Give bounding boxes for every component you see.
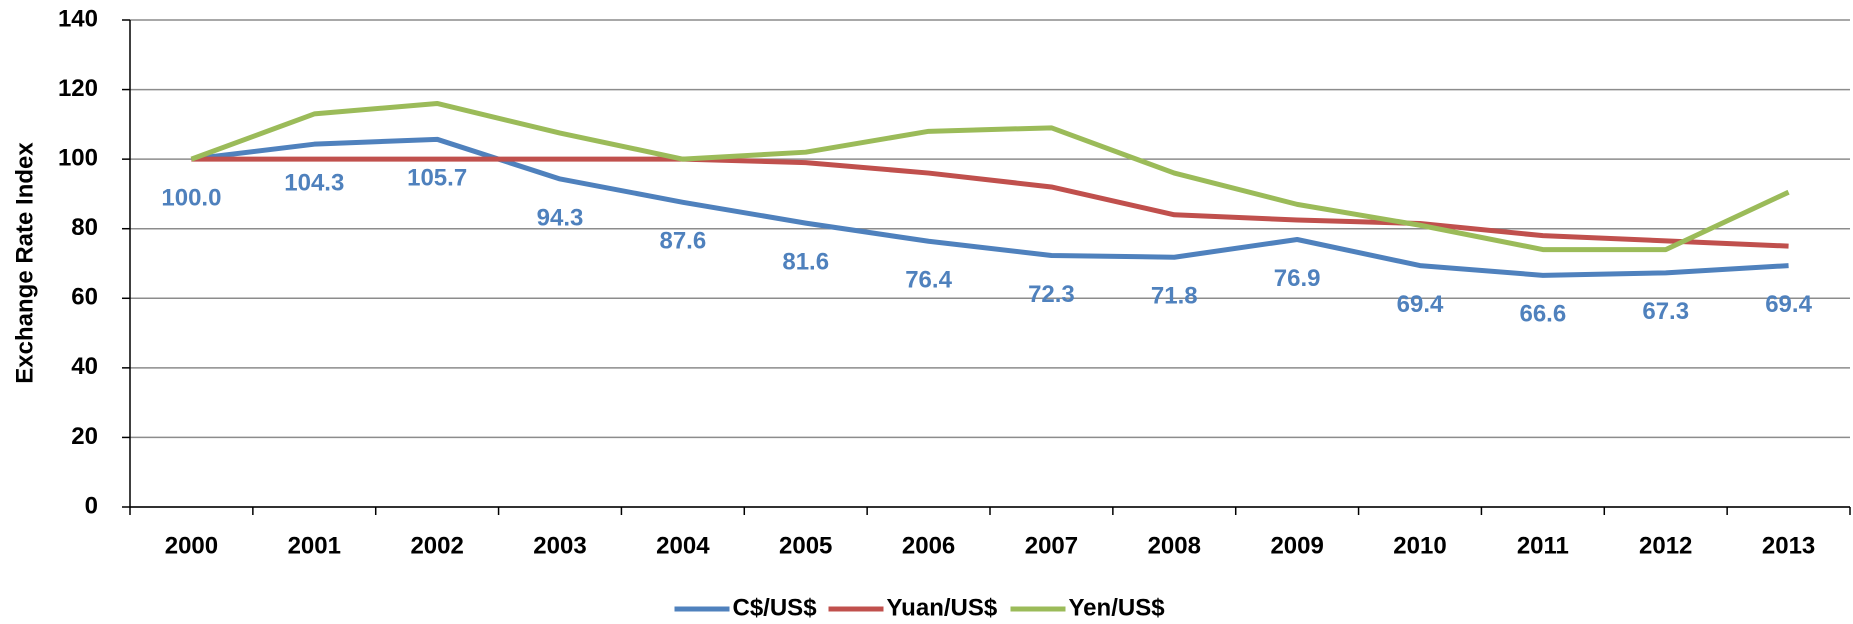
legend-label: C$/US$ [733,594,818,621]
x-tick-label: 2007 [1025,532,1078,559]
y-tick-label: 0 [85,492,98,519]
y-tick-label: 120 [58,75,98,102]
y-tick-label: 40 [71,353,98,380]
data-label: 69.4 [1765,291,1812,318]
data-label: 72.3 [1028,281,1075,308]
data-label: 105.7 [407,165,467,192]
y-tick-label: 80 [71,214,98,241]
x-tick-label: 2011 [1517,532,1569,559]
x-tick-label: 2005 [779,532,832,559]
x-tick-label: 2010 [1393,532,1446,559]
x-tick-label: 2012 [1639,532,1692,559]
x-tick-label: 2004 [656,532,710,559]
x-tick-label: 2001 [288,532,341,559]
data-label: 66.6 [1519,301,1566,328]
y-tick-label: 20 [71,423,98,450]
series-line [191,156,1789,249]
x-tick-label: 2008 [1148,532,1201,559]
data-label: 76.4 [905,267,952,294]
y-tick-label: 140 [58,5,98,32]
data-label: 69.4 [1397,291,1444,318]
data-label: 94.3 [537,204,584,231]
x-tick-label: 2009 [1270,532,1323,559]
data-label: 67.3 [1642,298,1689,325]
data-label: 100.0 [161,184,221,211]
legend-label: Yen/US$ [1069,594,1166,621]
legend-label: Yuan/US$ [887,594,998,621]
data-label: 81.6 [782,248,829,275]
series-line [191,136,1789,278]
data-label: 76.9 [1274,265,1321,292]
x-tick-label: 2000 [165,532,218,559]
y-tick-label: 60 [71,284,98,311]
x-tick-label: 2006 [902,532,955,559]
x-tick-label: 2003 [533,532,586,559]
data-label: 87.6 [659,228,706,255]
x-tick-label: 2013 [1762,532,1815,559]
data-label: 71.8 [1151,283,1198,310]
data-label: 104.3 [284,170,344,197]
series-line [190,100,1790,253]
y-axis-label: Exchange Rate Index [11,142,38,384]
y-tick-label: 100 [58,144,98,171]
x-tick-label: 2002 [410,532,463,559]
